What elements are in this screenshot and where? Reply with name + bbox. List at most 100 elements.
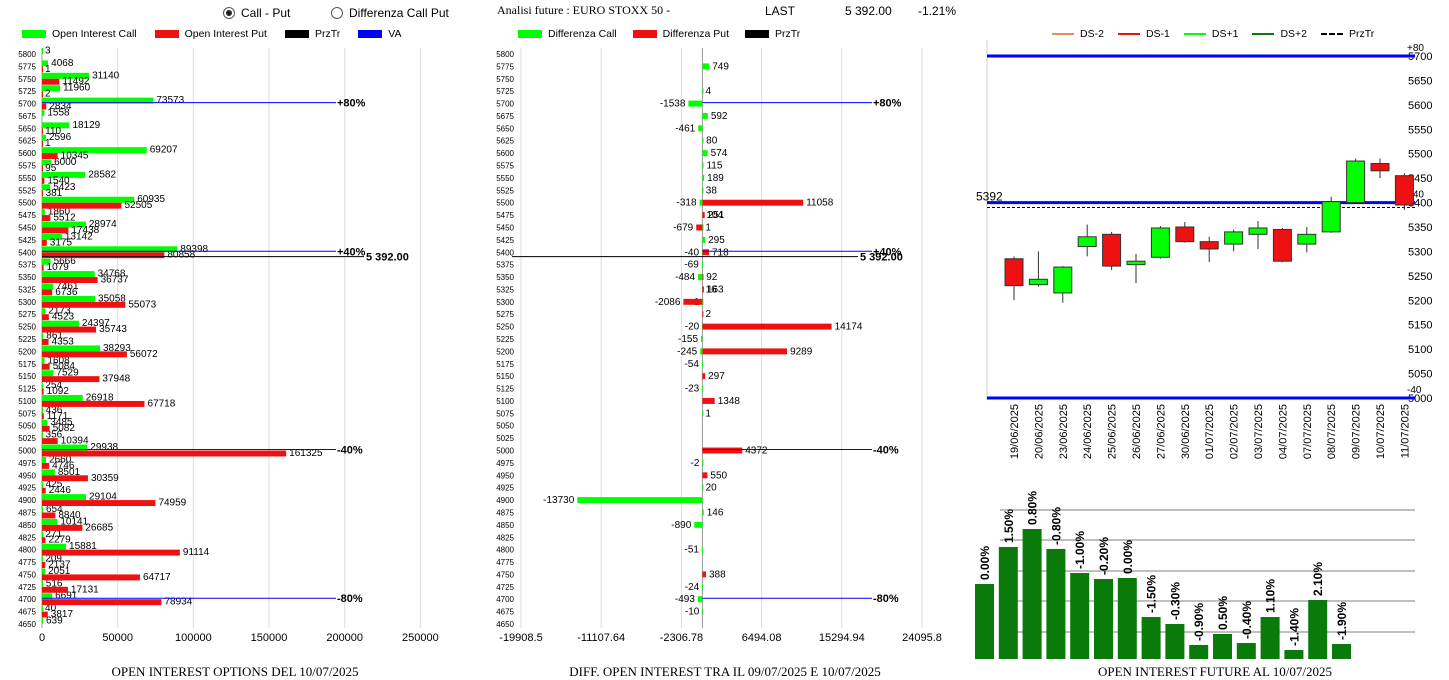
- bar-value-label: 425: [46, 479, 63, 490]
- bar-value-label: 24397: [82, 318, 110, 329]
- y-tick-label: 5250: [1408, 271, 1432, 283]
- put-bar: [702, 373, 706, 380]
- radio-call-put[interactable]: Call - Put: [223, 6, 290, 20]
- call-bar: [702, 63, 710, 70]
- bar-value-label: 60935: [137, 194, 165, 205]
- bar-value-label: 34768: [98, 269, 126, 280]
- legend-right: DS-2 DS-1 DS+1 DS+2 PrzTr: [1052, 28, 1374, 40]
- strike-label: 4900: [496, 496, 514, 505]
- oi-future-bar: [1094, 579, 1113, 659]
- candle-body: [1370, 162, 1390, 172]
- put-bar: [42, 450, 287, 457]
- legend-item: PrzTr: [284, 28, 340, 40]
- oi-future-label: -0.20%: [1097, 537, 1111, 575]
- strike-label: 4725: [496, 583, 514, 592]
- bar-value-label: 5084: [53, 361, 76, 372]
- bar-value-label: 73573: [156, 95, 184, 106]
- candle-body: [1394, 175, 1414, 206]
- candle-body: [1150, 227, 1170, 258]
- x-tick-label: 0: [39, 632, 45, 644]
- oi-future-label: 1.50%: [1002, 509, 1016, 543]
- oi-future-bar: [998, 547, 1018, 659]
- put-bar: [42, 487, 46, 494]
- strike-label: 5150: [18, 372, 36, 381]
- bar-value-label: 5666: [54, 256, 77, 267]
- strike-label: 5125: [18, 385, 36, 394]
- call-bar: [702, 112, 708, 119]
- bar-value-label: 4: [705, 86, 711, 97]
- prztr-label: 5 392.00: [860, 252, 903, 264]
- call-bar: [42, 605, 43, 612]
- put-bar: [42, 252, 165, 259]
- put-bar: [42, 239, 47, 246]
- bar-value-label: 14174: [835, 322, 863, 333]
- bar-value-label: 297: [708, 371, 725, 382]
- legend-label: Open Interest Put: [184, 28, 267, 40]
- bar-value-label: 1: [45, 138, 51, 149]
- call-bar: [42, 271, 95, 278]
- bar-value-label: -318: [677, 198, 697, 209]
- date-label: 09/07/2025: [1351, 404, 1363, 459]
- strike-label: 5200: [18, 347, 36, 356]
- legend-item: Open Interest Call: [22, 28, 137, 40]
- bar-value-label: 80: [706, 136, 718, 147]
- oi-future-bar: [1165, 624, 1185, 659]
- candle-body: [1297, 233, 1317, 245]
- y-tick-label: 5400: [1408, 198, 1432, 210]
- bar-value-label: 89398: [180, 244, 208, 255]
- put-bar: [42, 611, 48, 618]
- radio-differenza[interactable]: Differenza Call Put: [331, 6, 449, 20]
- x-tick-label: 50000: [102, 632, 133, 644]
- strike-label: 5775: [18, 62, 36, 71]
- put-bar: [42, 289, 53, 296]
- strike-label: 5575: [18, 162, 36, 171]
- bar-value-label: 749: [712, 61, 729, 72]
- radio-differenza-label: Differenza Call Put: [349, 6, 449, 20]
- va-band-label: +80: [1407, 43, 1424, 54]
- legend-item: DS-2: [1052, 28, 1104, 40]
- call-bar: [42, 122, 70, 129]
- call-bar: [42, 419, 48, 426]
- call-bar: [42, 407, 43, 414]
- oi-future-bar: [975, 584, 994, 659]
- strike-label: 5675: [18, 112, 36, 121]
- put-bar: [702, 199, 804, 206]
- legend-label: PrzTr: [1349, 28, 1375, 40]
- va-label: -40%: [337, 445, 363, 457]
- bar-value-label: 254: [45, 380, 62, 391]
- x-tick-label: 100000: [175, 632, 212, 644]
- bar-value-label: 4372: [745, 446, 768, 457]
- bar-value-label: -1538: [660, 99, 686, 110]
- last-label: LAST: [765, 4, 796, 18]
- x-tick-label: 6494.08: [742, 632, 782, 644]
- y-tick-label: 5500: [1408, 149, 1432, 161]
- bar-value-label: 38293: [103, 343, 131, 354]
- bar-value-label: 80858: [167, 250, 195, 261]
- oi-future-label: -0.80%: [1049, 507, 1063, 545]
- legend-label: DS-2: [1080, 28, 1104, 40]
- bar-value-label: 1171: [47, 411, 69, 422]
- put-bar: [42, 388, 44, 395]
- call-bar: [42, 568, 46, 575]
- call-bar: [42, 370, 54, 377]
- bar-value-label: 861: [46, 331, 63, 342]
- call-bar: [42, 320, 79, 327]
- y-tick-label: 5450: [1408, 173, 1432, 185]
- bar-value-label: 11960: [63, 83, 91, 94]
- call-bar: [42, 456, 47, 463]
- strike-label: 5625: [18, 137, 36, 146]
- bar-value-label: 28974: [89, 219, 117, 230]
- call-bar: [577, 497, 703, 504]
- bar-value-label: -24: [685, 582, 700, 593]
- strike-label: 4975: [18, 459, 36, 468]
- bar-value-label: -69: [684, 260, 699, 271]
- strike-label: 5375: [496, 261, 514, 270]
- date-label: 10/07/2025: [1375, 404, 1387, 459]
- bar-value-label: 2: [45, 89, 51, 100]
- strike-label: 5650: [496, 124, 514, 133]
- oi-future-label: -0.30%: [1168, 582, 1182, 620]
- strike-label: 4775: [18, 558, 36, 567]
- strike-label: 5675: [496, 112, 514, 121]
- put-bar: [42, 512, 56, 519]
- candle-body: [1175, 226, 1195, 243]
